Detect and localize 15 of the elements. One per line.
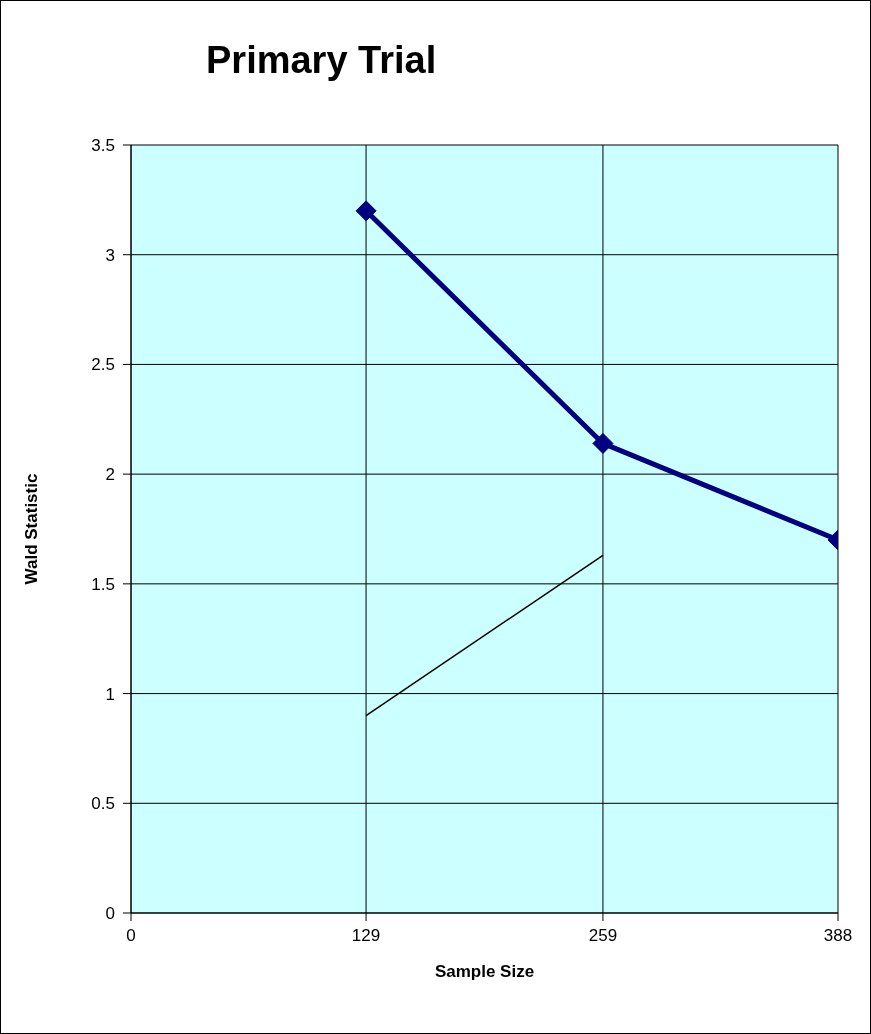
y-tick-label: 1.5 [91,574,115,594]
x-tick-label: 259 [588,926,618,946]
y-tick-label: 2 [105,465,115,485]
x-tick-label: 129 [351,926,381,946]
y-tick-label: 3.5 [91,136,115,156]
y-tick-label: 2.5 [91,355,115,375]
y-axis-title: Wald Statistic [22,473,42,585]
x-tick-label: 0 [126,926,136,946]
chart-title: Primary Trial [206,39,437,82]
x-tick-label: 388 [823,926,853,946]
y-tick-label: 3 [105,245,115,265]
y-tick-label: 0 [105,904,115,924]
y-tick-label: 0.5 [91,794,115,814]
y-tick-label: 1 [105,684,115,704]
x-axis-title: Sample Size [434,962,535,982]
